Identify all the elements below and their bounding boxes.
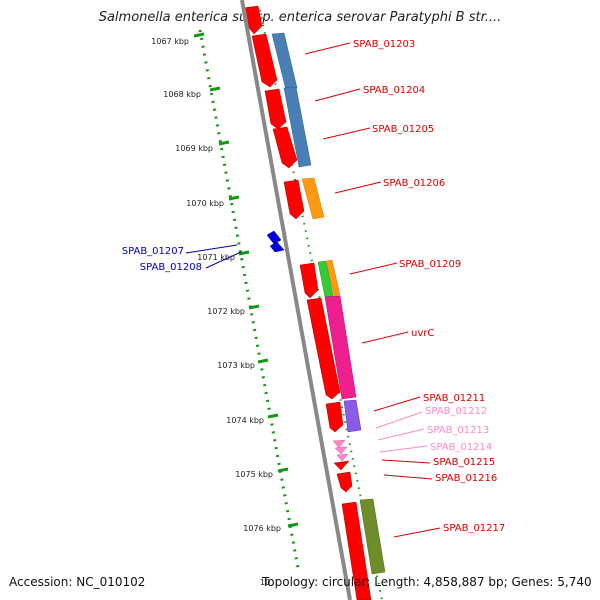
protein-domains: [271, 32, 386, 575]
gene-label-spab-01207[interactable]: SPAB_01207: [122, 246, 184, 257]
domain-steelblue: [283, 86, 312, 168]
gene-label-spab-01204[interactable]: SPAB_01204: [363, 85, 425, 96]
ruler-tick: [287, 522, 299, 528]
gene-label-spab-01216[interactable]: SPAB_01216: [435, 473, 497, 484]
callout-line: [375, 411, 423, 429]
domain-purple: [343, 399, 362, 433]
gene-glyph-uvrc[interactable]: [306, 297, 341, 400]
ruler-label-1072: 1072 kbp: [207, 307, 245, 316]
gene-label-spab-01211[interactable]: SPAB_01211: [423, 393, 485, 404]
ruler-tick: [209, 86, 221, 92]
gene-label-spab-01208[interactable]: SPAB_01208: [140, 262, 202, 273]
gene-label-spab-01215[interactable]: SPAB_01215: [433, 457, 495, 468]
domain-orange: [301, 177, 325, 220]
ruler-label-1071: 1071 kbp: [197, 253, 235, 262]
domain-magenta: [324, 295, 357, 400]
gene-features: [242, 5, 372, 600]
callout-line: [314, 88, 361, 102]
gene-label-spab-01206[interactable]: SPAB_01206: [383, 178, 445, 189]
ruler-label-1069: 1069 kbp: [175, 144, 213, 153]
ruler-tick: [218, 140, 230, 146]
ruler-label-1068: 1068 kbp: [163, 90, 201, 99]
gene-glyph-spab-01211[interactable]: [325, 401, 344, 433]
callout-line: [381, 459, 431, 464]
gene-labels: SPAB_01203 SPAB_01204 SPAB_01205 SPAB_01…: [122, 39, 506, 534]
gene-glyph-spab-01205[interactable]: [272, 126, 298, 169]
callout-line: [361, 331, 409, 344]
domain-olive: [359, 498, 386, 575]
gene-label-spab-01205[interactable]: SPAB_01205: [372, 124, 434, 135]
gene-glyph-spab-01208[interactable]: [269, 241, 285, 253]
ruler-tick: [267, 413, 279, 419]
ruler-tick: [248, 304, 260, 310]
ruler-label-cut: 10: [260, 578, 270, 587]
ruler-tick-marks: [193, 32, 299, 528]
callout-line: [377, 428, 425, 441]
domain-orange: [325, 259, 341, 297]
ruler-tick: [238, 250, 250, 256]
gene-label-spab-01212[interactable]: SPAB_01212: [425, 406, 487, 417]
gene-glyph-spab-01214[interactable]: [336, 453, 349, 462]
gene-label-spab-01214[interactable]: SPAB_01214: [430, 442, 492, 453]
genome-backbone: [240, 0, 352, 600]
callout-line: [383, 474, 433, 480]
gene-glyph-spab-01203[interactable]: [251, 33, 278, 88]
gene-glyph-spab-01204[interactable]: [264, 88, 287, 130]
forward-genes: [266, 230, 285, 253]
ruler-label-1073: 1073 kbp: [217, 361, 255, 370]
gene-glyph-spab-01212[interactable]: [332, 439, 346, 449]
ruler-label-1074: 1074 kbp: [226, 416, 264, 425]
accession-text: Accession: NC_010102: [9, 575, 146, 589]
ruler-tick-labels: 1067 kbp 1068 kbp 1069 kbp 1070 kbp 1071…: [151, 37, 281, 587]
ruler-label-1075: 1075 kbp: [235, 470, 273, 479]
ruler-label-1067: 1067 kbp: [151, 37, 189, 46]
ruler-tick: [228, 195, 240, 201]
gene-label-spab-01213[interactable]: SPAB_01213: [427, 425, 489, 436]
ruler-label-1070: 1070 kbp: [186, 199, 224, 208]
gene-glyph-spab-01206[interactable]: [283, 179, 305, 220]
gene-glyph-spab-01209[interactable]: [299, 262, 319, 299]
ruler-tick: [277, 467, 289, 473]
gene-glyph-spab-01213[interactable]: [334, 446, 348, 455]
callout-line: [349, 262, 398, 275]
ruler-label-1076: 1076 kbp: [243, 524, 281, 533]
callout-line: [334, 181, 382, 194]
gene-glyph-spab-01217[interactable]: [341, 501, 372, 600]
callout-line: [322, 127, 371, 140]
gene-label-spab-01209[interactable]: SPAB_01209: [399, 259, 461, 270]
genome-title: Salmonella enterica subsp. enterica sero…: [98, 10, 502, 25]
domain-green: [317, 260, 334, 298]
gene-glyph-spab-01216[interactable]: [336, 471, 353, 493]
domain-steelblue: [271, 32, 298, 91]
callout-line: [185, 244, 238, 254]
gene-label-uvrc[interactable]: uvrC: [411, 328, 434, 339]
gene-label-spab-01203[interactable]: SPAB_01203: [353, 39, 415, 50]
callout-line: [373, 396, 421, 412]
gene-glyph-spab-01215[interactable]: [333, 460, 350, 471]
gene-label-spab-01217[interactable]: SPAB_01217: [443, 523, 505, 534]
ruler-tick: [193, 32, 205, 38]
callout-line: [393, 527, 441, 538]
kbp-ruler: 1067 kbp 1068 kbp 1069 kbp 1070 kbp 1071…: [151, 29, 300, 587]
genome-stats-text: Topology: circular; Length: 4,858,887 bp…: [262, 575, 592, 589]
ruler-tick: [257, 358, 269, 364]
callout-line: [304, 42, 351, 55]
callout-line: [379, 445, 428, 453]
callout-line: [205, 251, 242, 269]
gene-glyph-spab-01207[interactable]: [266, 230, 282, 245]
ruler-dotted-line: [198, 29, 300, 569]
label-callouts: [185, 42, 441, 538]
